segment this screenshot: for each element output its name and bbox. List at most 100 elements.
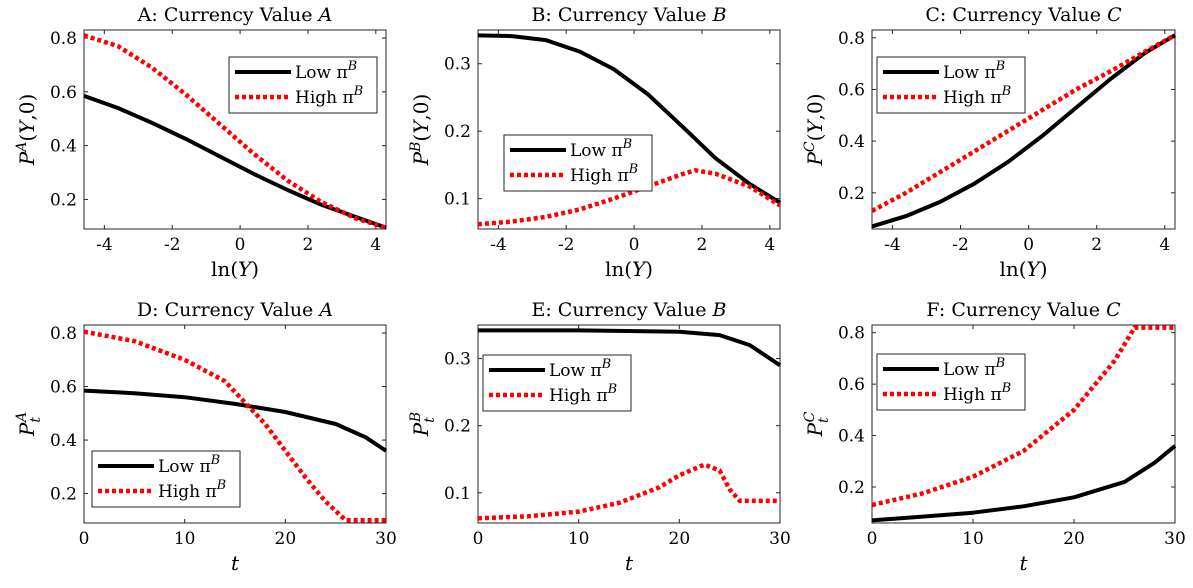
legend-label-low: Low πB xyxy=(549,357,611,381)
y-tick-label: 0.1 xyxy=(444,190,471,210)
x-tick-label: -4 xyxy=(884,235,901,255)
y-tick-label: 0.4 xyxy=(838,132,865,152)
x-tick-label: 0 xyxy=(79,529,90,549)
y-tick-label: 0.3 xyxy=(444,350,471,370)
x-axis-label: t xyxy=(625,551,634,575)
y-tick-label: 0.8 xyxy=(50,324,77,344)
x-tick-label: 0 xyxy=(235,235,246,255)
y-tick-label: 0.8 xyxy=(838,324,865,344)
y-tick-label: 0.2 xyxy=(444,417,471,437)
y-tick-label: 0.2 xyxy=(838,184,865,204)
panel-B: B: Currency Value B -4 -2 0 2 4 0.1 0.2 0.3 ln(Y)… xyxy=(408,4,782,281)
x-tick-label: 4 xyxy=(1159,235,1170,255)
legend-label-low: Low πB xyxy=(570,137,632,161)
series-low-pi-line xyxy=(871,33,1177,229)
y-tick-label: 0.3 xyxy=(444,55,471,75)
x-tick-label: -4 xyxy=(490,235,507,255)
y-tick-label: 0.8 xyxy=(50,29,77,49)
legend-box xyxy=(91,450,241,508)
x-tick-label: 30 xyxy=(1164,529,1186,549)
legend-label-low: Low πB xyxy=(295,59,357,83)
x-tick-label: 20 xyxy=(669,529,691,549)
panel-D: D: Currency Value A 0 10 20 30 0.2 0.4 0.6 0.8 t P… xyxy=(14,299,397,575)
series-high-pi-line xyxy=(477,168,782,227)
x-axis-label: ln(Y) xyxy=(605,257,653,281)
axes-box xyxy=(83,324,387,524)
legend-label-high: High πB xyxy=(158,478,226,502)
y-tick-label: 0.4 xyxy=(838,427,865,447)
x-tick-label: 10 xyxy=(962,529,984,549)
legend-label-high: High πB xyxy=(570,162,638,186)
legend-label-high: High πB xyxy=(943,381,1011,405)
legend-box xyxy=(876,353,1026,411)
x-tick-label: 10 xyxy=(568,529,590,549)
panel-A: A: Currency Value A -4 -2 0 2 4 0.2 0.4 0.6 0.8 ln… xyxy=(14,4,387,281)
legend-label-high: High πB xyxy=(943,84,1011,108)
x-tick-label: 2 xyxy=(303,235,314,255)
x-tick-label: 20 xyxy=(1063,529,1085,549)
y-tick-label: 0.6 xyxy=(838,80,865,100)
axes-box xyxy=(477,29,781,230)
series-high-pi-line xyxy=(83,329,386,523)
x-tick-label: 4 xyxy=(370,235,381,255)
x-tick-label: -4 xyxy=(96,235,113,255)
y-axis-label: PA(Y,0) xyxy=(14,94,39,167)
series-low-pi-line xyxy=(477,33,782,205)
x-tick-label: 10 xyxy=(174,529,196,549)
axes-box xyxy=(871,29,1176,230)
x-tick-label: -2 xyxy=(558,235,575,255)
legend-label-high: High πB xyxy=(549,382,617,406)
y-axis-label: PtB xyxy=(408,412,438,437)
x-tick-label: 2 xyxy=(697,235,708,255)
x-tick-label: 0 xyxy=(867,529,878,549)
panel-title: D: Currency Value A xyxy=(137,299,333,321)
x-tick-label: 0 xyxy=(1023,235,1034,255)
axes-box xyxy=(871,324,1176,524)
legend-label-low: Low πB xyxy=(158,453,220,477)
y-tick-label: 0.2 xyxy=(444,122,471,142)
series-low-pi-line xyxy=(871,444,1177,523)
x-tick-label: 20 xyxy=(275,529,297,549)
y-tick-label: 0.6 xyxy=(838,375,865,395)
panel-title: C: Currency Value C xyxy=(925,4,1122,26)
panel-title: E: Currency Value B xyxy=(531,299,726,321)
y-tick-label: 0.6 xyxy=(50,378,77,398)
axes-box xyxy=(477,324,781,524)
y-tick-label: 0.2 xyxy=(838,478,865,498)
legend-label-low: Low πB xyxy=(943,59,1005,83)
panel-title: B: Currency Value B xyxy=(531,4,726,26)
x-tick-label: 0 xyxy=(473,529,484,549)
x-tick-label: -2 xyxy=(164,235,181,255)
y-tick-label: 0.2 xyxy=(50,485,77,505)
panel-F: F: Currency Value C 0 10 20 30 0.2 0.4 0.6 0.8 t P… xyxy=(802,299,1186,575)
panel-title: F: Currency Value C xyxy=(926,299,1121,321)
y-tick-label: 0.8 xyxy=(838,29,865,49)
legend-box xyxy=(482,354,632,412)
panel-C: C: Currency Value C -4 -2 0 2 4 0.2 0.4 0.6 0.8 ln… xyxy=(802,4,1177,281)
series-high-pi-line xyxy=(871,325,1175,508)
y-tick-label: 0.6 xyxy=(50,83,77,103)
legend-box xyxy=(876,56,1026,114)
series-low-pi-line xyxy=(83,388,388,453)
series-high-pi-line xyxy=(477,462,780,521)
x-tick-label: 0 xyxy=(629,235,640,255)
x-axis-label: t xyxy=(1019,551,1028,575)
y-tick-label: 0.2 xyxy=(50,190,77,210)
series-high-pi-line xyxy=(870,33,1177,213)
y-axis-label: PtC xyxy=(802,411,832,437)
y-axis-label: PtA xyxy=(14,412,44,437)
x-axis-label: t xyxy=(231,551,240,575)
y-axis-label: PB(Y,0) xyxy=(408,94,433,167)
y-tick-label: 0.4 xyxy=(50,137,77,157)
legend-box xyxy=(503,134,653,192)
axes-box xyxy=(83,29,387,230)
legend-box xyxy=(228,56,378,114)
x-tick-label: 4 xyxy=(764,235,775,255)
series-high-pi-line xyxy=(83,33,387,230)
